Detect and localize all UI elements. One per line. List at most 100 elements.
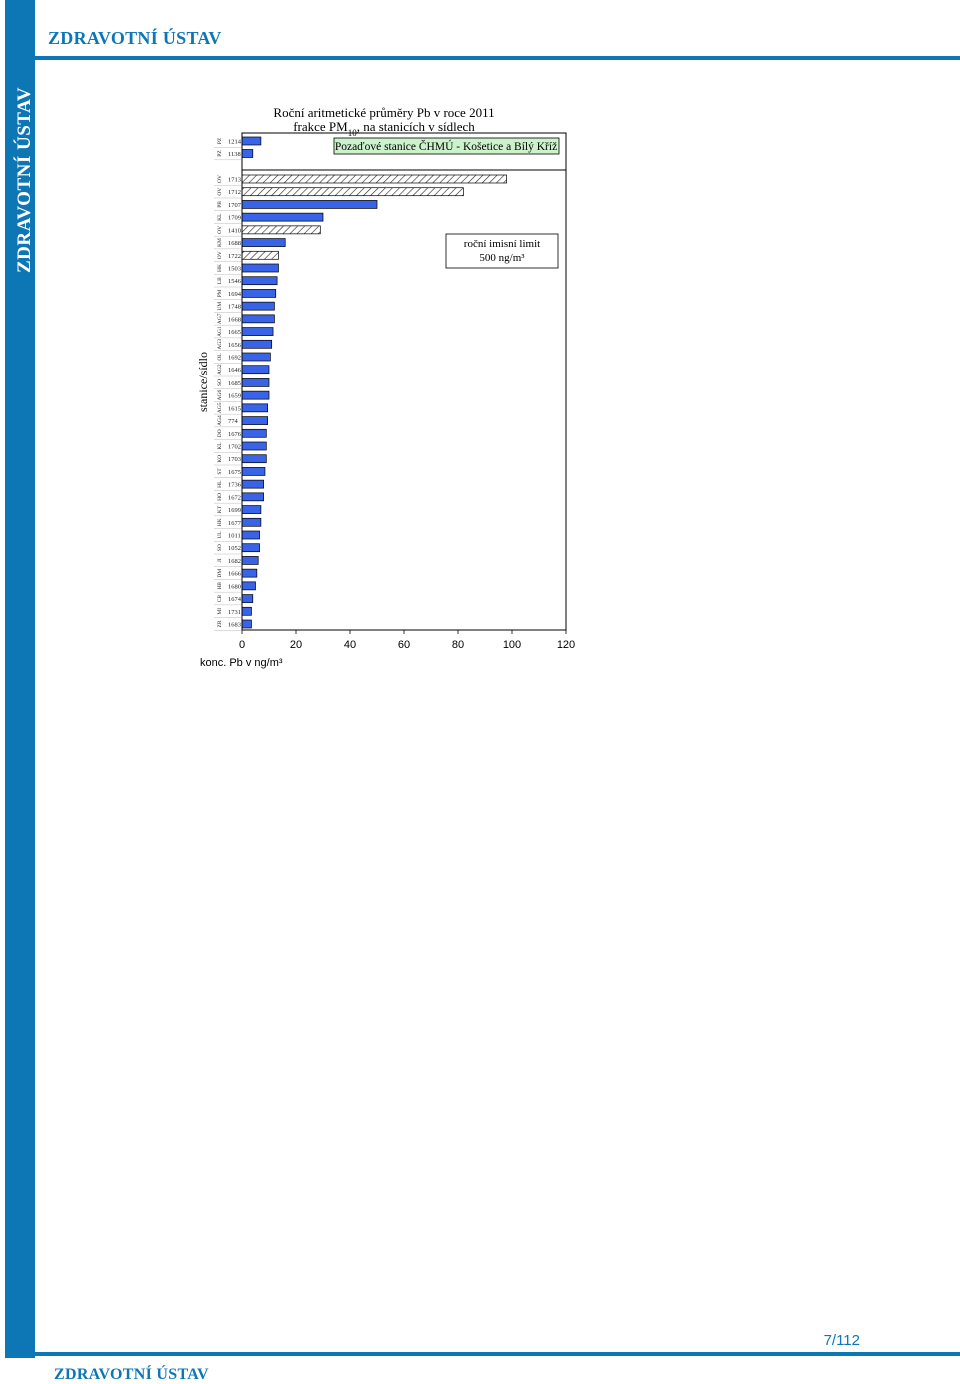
category-region-label: OV xyxy=(217,175,223,183)
bar-ho-1672 xyxy=(241,492,264,502)
bar-ag2-1646 xyxy=(241,365,270,375)
category-region-label: KO xyxy=(217,455,223,463)
title-pm-text: frakce PM xyxy=(293,119,348,134)
bar-mi-1731 xyxy=(241,606,252,616)
category-code-label: 1615 xyxy=(228,405,241,412)
category-region-label: AG3 xyxy=(217,339,223,350)
category-code-label: 1731 xyxy=(228,609,241,616)
sidebar-band: ZDRAVOTNÍ ÚSTAV xyxy=(5,0,35,1358)
bar-ul-1011 xyxy=(241,530,260,540)
category-region-label: PM xyxy=(217,289,223,297)
category-code-label: 1709 xyxy=(228,215,241,222)
bar-so-1052 xyxy=(241,543,260,553)
bar-hb-1680 xyxy=(241,581,256,591)
category-code-label: 1692 xyxy=(228,355,241,362)
category-region-label: DM xyxy=(217,569,223,578)
category-region-label: AG4 xyxy=(217,415,223,426)
category-region-label: LB xyxy=(217,277,223,284)
category-code-label: 1707 xyxy=(228,202,242,209)
bar-pm-1694 xyxy=(241,289,277,298)
category-region-label: AG5 xyxy=(217,402,223,413)
x-tick-label: 60 xyxy=(398,639,410,651)
bar-pz-1214 xyxy=(241,136,262,146)
category-region-label: AG2 xyxy=(217,364,223,375)
bar-hk-1677 xyxy=(241,517,262,527)
category-region-label: OL xyxy=(217,353,223,361)
x-axis-title: konc. Pb v ng/m³ xyxy=(200,657,283,669)
bar-dm-1666 xyxy=(241,568,258,578)
bar-ji-1682 xyxy=(241,556,259,565)
category-region-label: KL xyxy=(217,442,223,450)
bar-ov-1712 xyxy=(241,187,464,197)
bar-lb-1546 xyxy=(241,276,278,286)
category-region-label: HK xyxy=(217,264,223,272)
category-code-label: 1646 xyxy=(228,367,242,374)
category-code-label: 1677 xyxy=(228,520,242,527)
category-region-label: AG6 xyxy=(217,390,223,401)
category-code-label: 1680 xyxy=(228,583,241,590)
category-region-label: AG1 xyxy=(217,326,223,337)
category-code-label: 774 xyxy=(228,418,239,425)
bar-ov-1410 xyxy=(241,225,321,235)
x-tick-label: 80 xyxy=(452,639,464,651)
bar-kl-1702 xyxy=(241,441,267,451)
category-code-label: 1683 xyxy=(228,622,241,629)
category-code-label: 1688 xyxy=(228,240,241,247)
bar-ol-1692 xyxy=(241,352,271,362)
category-region-label: DO xyxy=(217,429,223,437)
x-tick-label: 0 xyxy=(239,639,245,651)
bar-ag5-1615 xyxy=(241,403,268,413)
bar-um-1748 xyxy=(241,301,275,311)
plot-frame xyxy=(241,132,567,631)
category-code-label: 1138 xyxy=(228,151,241,158)
y-axis-title: stanice/sídlo xyxy=(196,352,210,412)
bar-ag3-1656 xyxy=(241,339,273,349)
category-region-label: OV xyxy=(217,251,223,259)
category-code-label: 1659 xyxy=(228,393,241,400)
bar-ag1-1665 xyxy=(241,327,274,336)
bar-cb-1674 xyxy=(241,594,254,603)
limit-label-line1: roční imisní limit xyxy=(464,238,540,250)
category-code-label: 1672 xyxy=(228,494,241,501)
category-code-label: 1713 xyxy=(228,177,241,184)
bar-ko-1703 xyxy=(241,454,267,464)
x-tick-label: 40 xyxy=(344,639,356,651)
category-code-label: 1674 xyxy=(228,596,242,603)
chart-title-line2: frakce PM10, na stanicích v sídlech xyxy=(293,119,475,138)
category-region-label: HB xyxy=(217,582,223,590)
bar-st-1675 xyxy=(241,467,266,476)
bar-ov-1722 xyxy=(241,250,279,260)
bar-pb-1707 xyxy=(241,200,378,209)
bar-hk-1503 xyxy=(241,263,279,273)
bar-pz-1138 xyxy=(241,149,254,158)
category-code-label: 1736 xyxy=(228,482,242,489)
header-title: ZDRAVOTNÍ ÚSTAV xyxy=(48,28,222,48)
category-region-label: HK xyxy=(217,518,223,526)
category-region-label: SO xyxy=(217,544,223,551)
bar-ag4-774 xyxy=(241,416,268,425)
legend-label: Pozaďové stanice ČHMÚ - Košetice a Bílý … xyxy=(335,139,557,153)
category-code-label: 1703 xyxy=(228,456,241,463)
x-tick-label: 20 xyxy=(290,639,302,651)
category-region-label: MI xyxy=(217,608,223,615)
category-code-label: 1676 xyxy=(228,431,242,438)
limit-box xyxy=(445,233,559,269)
bar-so-1685 xyxy=(241,378,270,387)
bar-ag6-1659 xyxy=(241,390,270,400)
category-code-label: 1668 xyxy=(228,316,241,323)
bar-hl-1736 xyxy=(241,479,264,489)
legend-box xyxy=(333,137,560,155)
page-number: 7/112 xyxy=(823,1332,860,1349)
footer-rule xyxy=(5,1352,960,1356)
category-code-label: 1503 xyxy=(228,266,241,273)
category-code-label: 1675 xyxy=(228,469,241,476)
category-code-label: 1702 xyxy=(228,444,241,451)
bar-zr-1683 xyxy=(241,619,252,629)
category-region-label: HO xyxy=(217,493,223,501)
category-region-label: PZ xyxy=(217,137,223,144)
category-code-label: 1666 xyxy=(228,571,242,578)
category-region-label: PZ xyxy=(217,150,223,157)
category-code-label: 1011 xyxy=(228,533,241,540)
category-code-label: 1546 xyxy=(228,278,242,285)
category-code-label: 1722 xyxy=(228,253,241,260)
